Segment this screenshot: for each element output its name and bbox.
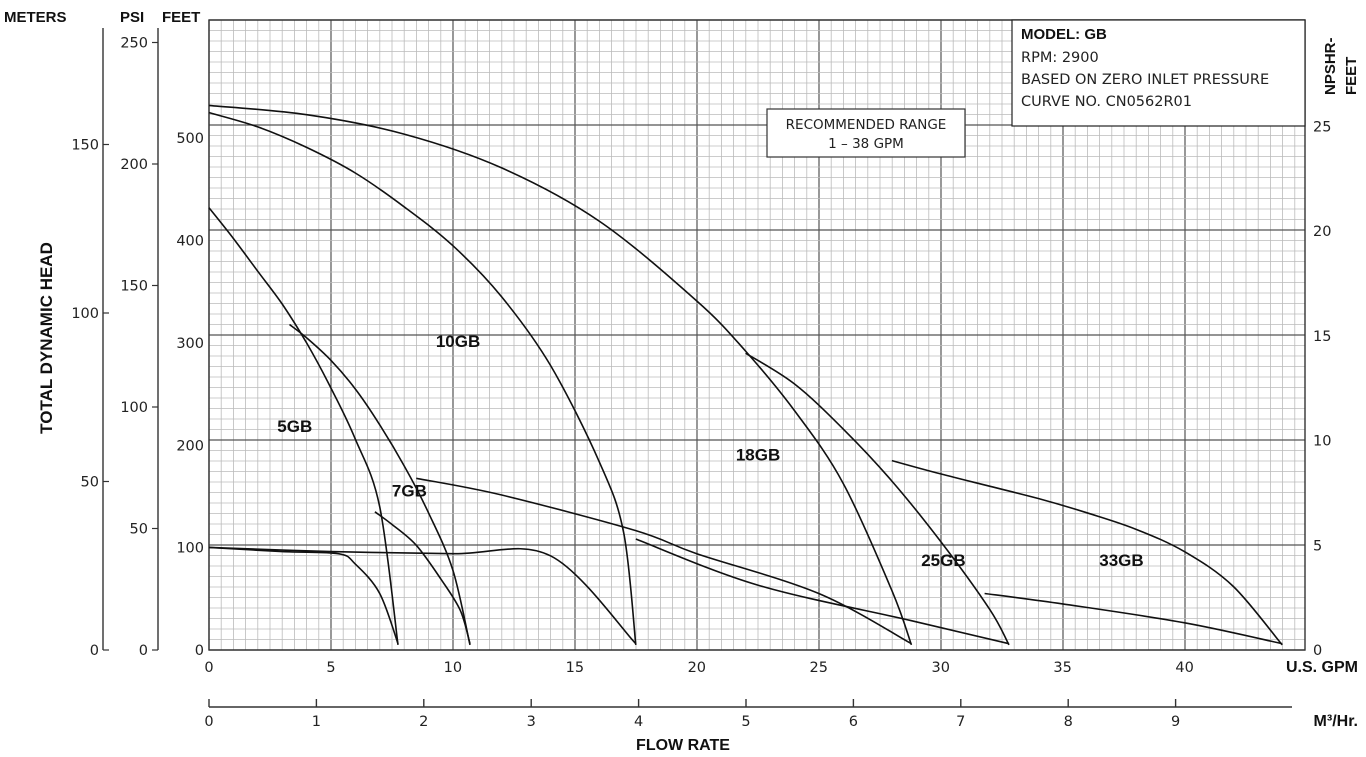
header-feet: FEET	[162, 9, 200, 26]
series-label-7gb: 7GB	[392, 481, 427, 500]
x-tick-gpm: 20	[688, 660, 706, 676]
series-label-5gb: 5GB	[277, 417, 312, 436]
x-tick-m3: 1	[312, 714, 321, 730]
y-tick-feet: 300	[176, 336, 204, 352]
range-box	[766, 108, 966, 158]
y-tick-npshr: 15	[1313, 329, 1331, 345]
series-label-10gb: 10GB	[436, 332, 480, 351]
y-tick-feet: 200	[176, 438, 204, 454]
y-tick-feet: 0	[195, 643, 204, 659]
y-tick-meters: 50	[81, 475, 99, 491]
x-tick-m3: 2	[419, 714, 428, 730]
info-box	[1011, 19, 1306, 127]
head-curve-10gb	[208, 111, 637, 645]
x-tick-gpm: 5	[326, 660, 335, 676]
info-box-title: MODEL: GB	[1021, 26, 1107, 43]
x-tick-m3: 4	[634, 714, 643, 730]
x-tick-m3: 8	[1064, 714, 1073, 730]
y-tick-feet: 500	[176, 131, 204, 147]
range-box-line2: 1 – 38 GPM	[828, 136, 904, 152]
x-tick-m3: 7	[956, 714, 965, 730]
head-curve-18gb	[208, 104, 913, 646]
info-box-line: CURVE NO. CN0562R01	[1021, 94, 1192, 110]
y-tick-npshr: 25	[1313, 120, 1331, 136]
head-curve-7gb	[289, 323, 471, 646]
chart-text: MODEL: GB RPM: 2900 BASED ON ZERO INLET PR…	[277, 19, 1306, 570]
x-tick-gpm: 0	[204, 660, 213, 676]
series-label-25gb: 25GB	[921, 551, 965, 570]
y-tick-psi: 50	[130, 522, 148, 538]
performance-curves	[208, 104, 1283, 646]
npshr-curve-18gb	[416, 477, 912, 645]
plot-frame	[208, 19, 1306, 651]
x-tick-gpm: 30	[931, 660, 949, 676]
x-tick-m3: 3	[527, 714, 536, 730]
series-label-33gb: 33GB	[1099, 551, 1143, 570]
x-tick-gpm: 10	[444, 660, 462, 676]
y-tick-psi: 200	[120, 157, 148, 173]
x-tick-m3: 9	[1171, 714, 1180, 730]
npshr-curve-7gb	[374, 511, 471, 644]
x-tick-gpm: 40	[1175, 660, 1193, 676]
info-box-line: RPM: 2900	[1021, 50, 1099, 66]
y-tick-psi: 100	[120, 400, 148, 416]
x-unit-m3: M³/Hr.	[1314, 713, 1358, 730]
head-curve-33gb	[891, 459, 1283, 646]
npshr-curve-10gb	[208, 546, 637, 645]
head-curve-25gb	[745, 352, 1010, 646]
header-npshr-line1: NPSHR-	[1322, 37, 1339, 95]
y-tick-feet: 400	[176, 234, 204, 250]
x-tick-m3: 0	[204, 714, 213, 730]
header-npshr-line2: FEET	[1343, 57, 1360, 95]
series-label-18gb: 18GB	[736, 446, 780, 465]
y-tick-psi: 150	[120, 279, 148, 295]
y-tick-psi: 0	[139, 643, 148, 659]
y-tick-meters: 100	[71, 306, 99, 322]
npshr-curve-33gb	[984, 592, 1283, 645]
y-tick-psi: 250	[120, 36, 148, 52]
range-box-line1: RECOMMENDED RANGE	[786, 117, 947, 133]
x-tick-m3: 5	[741, 714, 750, 730]
y-tick-npshr: 0	[1313, 643, 1322, 659]
y-tick-npshr: 5	[1313, 538, 1322, 554]
x-tick-gpm: 35	[1053, 660, 1071, 676]
head-curve-5gb	[208, 207, 399, 646]
npshr-curve-25gb	[635, 538, 1010, 645]
header-psi: PSI	[120, 9, 144, 26]
x-tick-gpm: 25	[810, 660, 828, 676]
y-tick-feet: 100	[176, 541, 204, 557]
x-tick-gpm: 15	[566, 660, 584, 676]
x-unit-gpm: U.S. GPM	[1286, 659, 1358, 676]
x-axis-title: FLOW RATE	[636, 737, 730, 754]
info-box-line: BASED ON ZERO INLET PRESSURE	[1021, 72, 1269, 88]
y-tick-npshr: 10	[1313, 434, 1331, 450]
y-tick-meters: 0	[90, 643, 99, 659]
npshr-curve-5gb	[208, 546, 399, 644]
x-tick-m3: 6	[849, 714, 858, 730]
y-axis-title: TOTAL DYNAMIC HEAD	[37, 242, 56, 434]
y-tick-npshr: 20	[1313, 224, 1331, 240]
y-tick-meters: 150	[71, 138, 99, 154]
header-meters: METERS	[4, 9, 67, 26]
